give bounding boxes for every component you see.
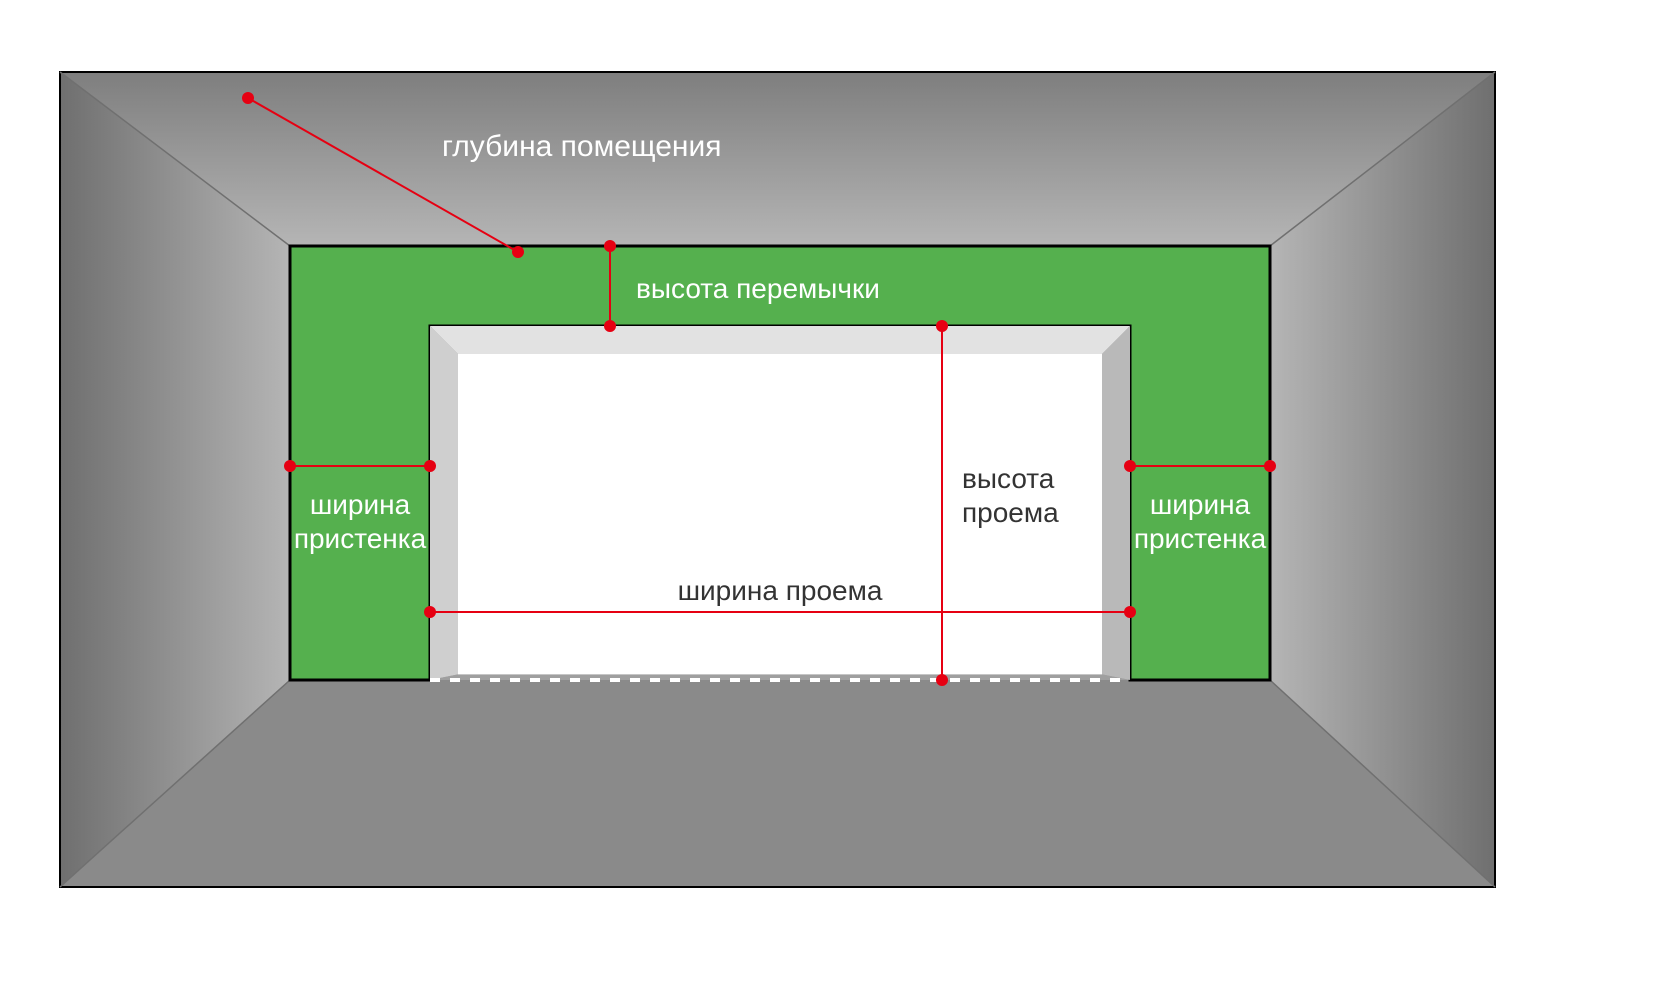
label-opening-height-2: проема xyxy=(962,497,1059,528)
label-right-pier-width-1: ширина xyxy=(1150,489,1251,520)
label-right-pier-width-2: пристенка xyxy=(1134,523,1267,554)
label-left-pier-width-2: пристенка xyxy=(294,523,427,554)
diagram-canvas: глубина помещениявысота перемычкиширинап… xyxy=(0,0,1680,987)
label-left-pier-width-1: ширина xyxy=(310,489,411,520)
label-room-depth: глубина помещения xyxy=(442,130,722,163)
label-opening-width: ширина проема xyxy=(678,575,883,606)
label-lintel-height: высота перемычки xyxy=(636,273,880,304)
room-measurement-diagram: глубина помещениявысота перемычкиширинап… xyxy=(0,0,1680,987)
label-opening-height-1: высота xyxy=(962,463,1055,494)
